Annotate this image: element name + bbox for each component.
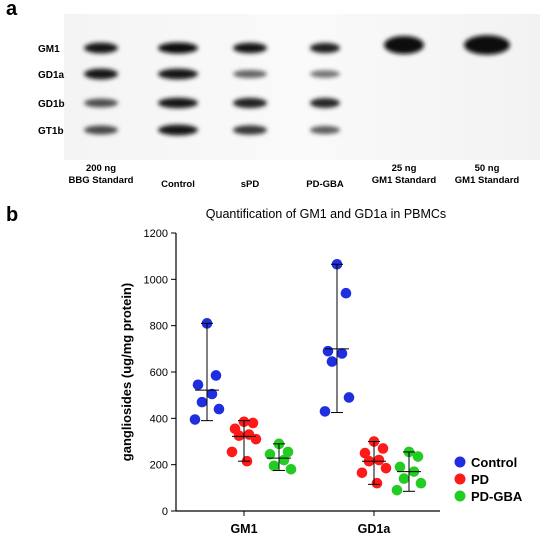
data-point bbox=[343, 392, 355, 403]
band-label: GD1a bbox=[38, 70, 65, 81]
blot-band bbox=[464, 35, 510, 55]
blot-band bbox=[233, 97, 267, 109]
data-point bbox=[233, 430, 245, 442]
y-tick-label: 400 bbox=[150, 413, 168, 425]
legend-label: PD bbox=[471, 472, 489, 487]
data-point bbox=[206, 388, 218, 400]
data-point bbox=[285, 464, 297, 475]
blot-band bbox=[310, 125, 340, 135]
blot-band bbox=[158, 124, 198, 136]
band-labels: GM1 GD1a GD1b GT1b bbox=[38, 44, 65, 137]
data-point bbox=[377, 443, 389, 454]
blot-band bbox=[233, 70, 267, 78]
blot-band bbox=[84, 42, 118, 54]
x-tick-label: GD1a bbox=[358, 522, 392, 536]
blot-background bbox=[64, 14, 540, 160]
data-point bbox=[373, 454, 385, 466]
blot-bands bbox=[84, 35, 510, 136]
lane-label-line1: 50 ng bbox=[475, 163, 500, 174]
data-point bbox=[322, 345, 334, 357]
data-point bbox=[250, 433, 262, 445]
data-point bbox=[213, 403, 225, 415]
data-point bbox=[394, 461, 406, 473]
lane-label-line1: 25 ng bbox=[392, 163, 417, 174]
legend-marker bbox=[454, 456, 466, 468]
data-point bbox=[371, 477, 383, 489]
band-label: GM1 bbox=[38, 44, 60, 55]
data-point bbox=[226, 446, 238, 458]
y-tick-label: 1000 bbox=[144, 274, 168, 286]
lane-label: sPD bbox=[241, 179, 260, 190]
data-point bbox=[356, 467, 368, 479]
blot-band bbox=[310, 42, 340, 54]
y-tick-label: 800 bbox=[150, 321, 168, 333]
blot-band bbox=[84, 68, 118, 80]
lane-label-line2: GM1 Standard bbox=[372, 175, 437, 186]
ganglioside-chart: Quantification of GM1 and GD1a in PBMCs … bbox=[119, 207, 523, 536]
data-point bbox=[282, 446, 294, 458]
data-point bbox=[380, 462, 392, 474]
chart-legend: Control PD PD-GBA bbox=[454, 455, 523, 504]
panel-b-letter: b bbox=[6, 204, 19, 226]
lane-label: Control bbox=[161, 179, 195, 190]
panel-a-letter: a bbox=[6, 0, 18, 20]
blot-band bbox=[233, 42, 267, 54]
legend-label: PD-GBA bbox=[471, 489, 523, 504]
data-point bbox=[268, 460, 280, 472]
chart-title: Quantification of GM1 and GD1a in PBMCs bbox=[206, 207, 446, 221]
blot-band bbox=[158, 42, 198, 54]
data-point bbox=[196, 396, 208, 408]
blot-band bbox=[310, 98, 340, 108]
band-label: GD1b bbox=[38, 99, 65, 110]
legend-label: Control bbox=[471, 455, 517, 470]
legend-marker bbox=[454, 490, 466, 502]
chart-marks bbox=[189, 258, 427, 496]
blot-band bbox=[158, 68, 198, 80]
data-point bbox=[192, 379, 204, 391]
data-point bbox=[189, 414, 201, 425]
chart-axes: 0 200 400 600 800 1000 1200 GM1 GD1a bbox=[144, 228, 440, 536]
blot-band bbox=[158, 97, 198, 109]
band-label: GT1b bbox=[38, 126, 64, 137]
blot-band bbox=[84, 125, 118, 135]
lane-label-line1: 200 ng bbox=[86, 163, 116, 174]
data-point bbox=[278, 454, 290, 466]
y-tick-label: 1200 bbox=[144, 228, 168, 240]
y-tick-label: 600 bbox=[150, 367, 168, 379]
y-tick-label: 0 bbox=[162, 506, 168, 518]
data-point bbox=[210, 370, 222, 381]
legend-marker bbox=[454, 473, 466, 485]
data-point bbox=[264, 448, 276, 460]
lane-label: PD-GBA bbox=[306, 179, 344, 190]
blot-band bbox=[310, 70, 340, 78]
data-point bbox=[359, 447, 371, 459]
y-tick-label: 200 bbox=[150, 460, 168, 472]
data-point bbox=[336, 348, 348, 359]
data-point bbox=[415, 477, 427, 489]
data-point bbox=[391, 484, 403, 496]
lane-label-line2: BBG Standard bbox=[69, 175, 134, 186]
data-point bbox=[326, 356, 338, 367]
data-point bbox=[247, 417, 259, 429]
y-axis-label: gangliosides (ug/mg protein) bbox=[119, 283, 134, 461]
lane-label-line2: GM1 Standard bbox=[455, 175, 520, 186]
data-point bbox=[340, 287, 352, 299]
blot-band bbox=[84, 98, 118, 108]
data-point bbox=[319, 406, 331, 417]
blot-band bbox=[233, 125, 267, 135]
data-point bbox=[398, 473, 410, 484]
data-point bbox=[412, 451, 424, 462]
blot-band bbox=[384, 36, 424, 54]
x-tick-label: GM1 bbox=[230, 522, 257, 536]
